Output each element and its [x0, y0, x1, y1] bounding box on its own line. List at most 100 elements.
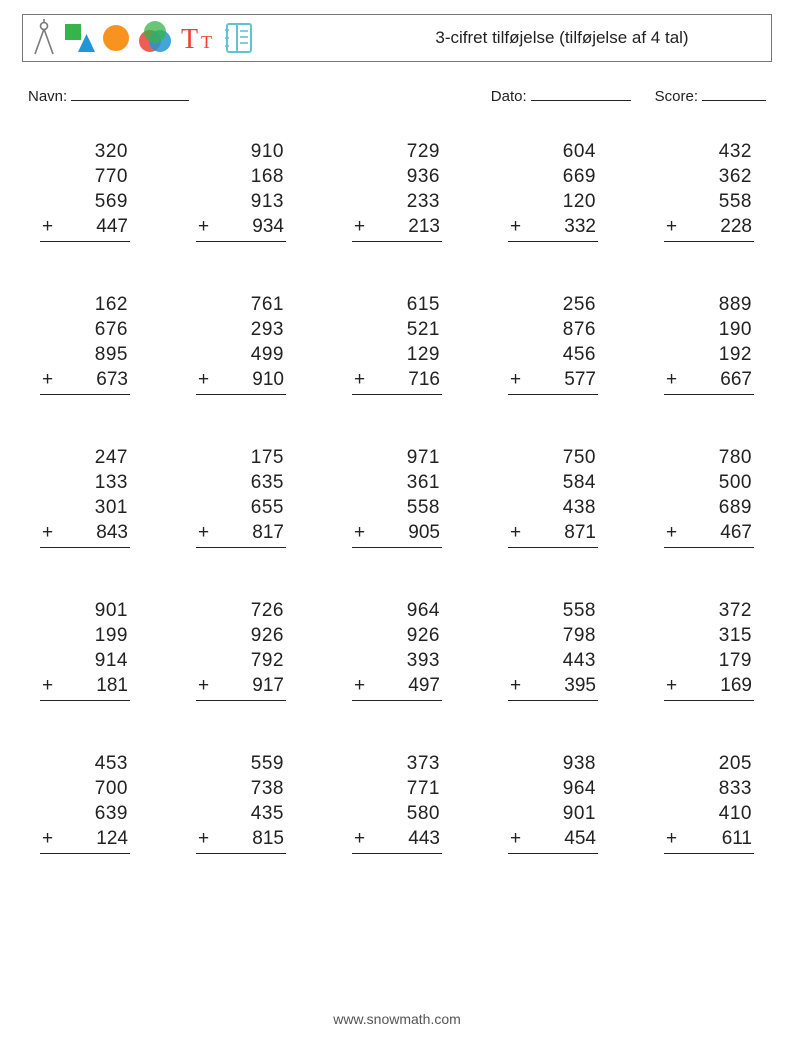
name-field: Navn:	[28, 86, 189, 105]
last-addend-row: +332	[508, 214, 598, 242]
addend: 726	[196, 598, 286, 623]
addition-problem: 372315179+169	[664, 598, 754, 701]
last-addend-row: +611	[664, 826, 754, 854]
addend: 233	[352, 189, 442, 214]
addend: 432	[664, 139, 754, 164]
operator: +	[40, 214, 53, 239]
last-addend-row: +871	[508, 520, 598, 548]
addend: 895	[40, 342, 130, 367]
addend: 669	[508, 164, 598, 189]
date-underline	[531, 86, 631, 101]
addend: 315	[664, 623, 754, 648]
addend: 175	[196, 445, 286, 470]
last-addend-row: +917	[196, 673, 286, 701]
addend: 716	[408, 369, 440, 390]
addend: 395	[564, 675, 596, 696]
addition-problem: 910168913+934	[196, 139, 286, 242]
addend: 889	[664, 292, 754, 317]
addend: 443	[408, 828, 440, 849]
addition-problem: 780500689+467	[664, 445, 754, 548]
addend: 256	[508, 292, 598, 317]
addend: 938	[508, 751, 598, 776]
addend: 129	[352, 342, 442, 367]
circle-icon	[101, 18, 131, 58]
text-icon: T T	[179, 18, 219, 58]
operator: +	[196, 214, 209, 239]
operator: +	[508, 214, 521, 239]
addend: 454	[564, 828, 596, 849]
problems-grid: 320770569+447910168913+934729936233+2136…	[40, 139, 754, 854]
addend: 964	[508, 776, 598, 801]
addend: 750	[508, 445, 598, 470]
addend: 917	[252, 675, 284, 696]
operator: +	[508, 367, 521, 392]
addend: 910	[252, 369, 284, 390]
addend: 901	[508, 801, 598, 826]
addend: 372	[664, 598, 754, 623]
addend: 497	[408, 675, 440, 696]
addition-problem: 256876456+577	[508, 292, 598, 395]
problem-row: 453700639+124 559738435+815 373771580+443 9…	[40, 751, 754, 854]
last-addend-row: +577	[508, 367, 598, 395]
addend: 871	[564, 522, 596, 543]
addend: 181	[96, 675, 128, 696]
operator: +	[352, 367, 365, 392]
addend: 179	[664, 648, 754, 673]
score-field: Score:	[655, 86, 766, 105]
date-field: Dato:	[491, 86, 631, 105]
operator: +	[196, 826, 209, 851]
addend: 964	[352, 598, 442, 623]
operator: +	[508, 520, 521, 545]
operator: +	[508, 673, 521, 698]
compass-icon	[29, 18, 59, 58]
addend: 798	[508, 623, 598, 648]
addend: 558	[508, 598, 598, 623]
addend: 499	[196, 342, 286, 367]
shapes-icon	[63, 18, 97, 58]
addend: 199	[40, 623, 130, 648]
addend: 792	[196, 648, 286, 673]
addend: 817	[252, 522, 284, 543]
addend: 700	[40, 776, 130, 801]
score-label: Score:	[655, 88, 698, 105]
operator: +	[352, 214, 365, 239]
addition-problem: 205833410+611	[664, 751, 754, 854]
addition-problem: 901199914+181	[40, 598, 130, 701]
addition-problem: 373771580+443	[352, 751, 442, 854]
operator: +	[40, 673, 53, 698]
last-addend-row: +447	[40, 214, 130, 242]
addend: 500	[664, 470, 754, 495]
addend: 635	[196, 470, 286, 495]
addition-problem: 559738435+815	[196, 751, 286, 854]
addend: 833	[664, 776, 754, 801]
addition-problem: 453700639+124	[40, 751, 130, 854]
last-addend-row: +443	[352, 826, 442, 854]
addend: 584	[508, 470, 598, 495]
operator: +	[352, 673, 365, 698]
addition-problem: 750584438+871	[508, 445, 598, 548]
last-addend-row: +497	[352, 673, 442, 701]
addend: 169	[720, 675, 752, 696]
operator: +	[352, 826, 365, 851]
last-addend-row: +817	[196, 520, 286, 548]
addend: 914	[40, 648, 130, 673]
notebook-icon	[223, 18, 255, 58]
date-label: Dato:	[491, 88, 527, 105]
last-addend-row: +815	[196, 826, 286, 854]
addend: 604	[508, 139, 598, 164]
addend: 361	[352, 470, 442, 495]
addend: 771	[352, 776, 442, 801]
addend: 301	[40, 495, 130, 520]
operator: +	[196, 520, 209, 545]
problem-row: 162676895+673761293499+910615521129+7162…	[40, 292, 754, 395]
addition-problem: 432362558+228	[664, 139, 754, 242]
problem-row: 901199914+181726926792+917964926393+4975…	[40, 598, 754, 701]
score-underline	[702, 86, 766, 101]
svg-text:T: T	[181, 24, 198, 55]
last-addend-row: +454	[508, 826, 598, 854]
addend: 689	[664, 495, 754, 520]
addend: 615	[352, 292, 442, 317]
addend: 934	[252, 216, 284, 237]
addend: 456	[508, 342, 598, 367]
operator: +	[40, 826, 53, 851]
